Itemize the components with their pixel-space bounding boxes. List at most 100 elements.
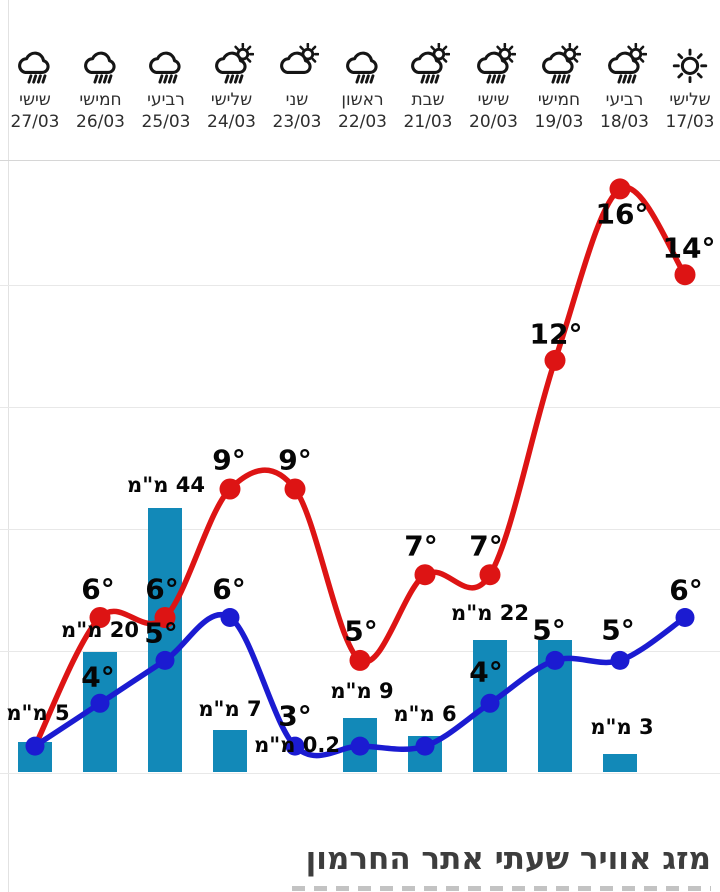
sun-cloud-rain-icon	[214, 43, 254, 84]
low-temp-point[interactable]	[675, 608, 695, 627]
day-column[interactable]: שישי 20/03	[458, 42, 530, 133]
day-column[interactable]: שלישי 17/03	[654, 42, 720, 133]
low-temp-label: 6°	[669, 573, 703, 607]
high-temp-point[interactable]	[674, 264, 696, 286]
weather-icon-holder	[196, 42, 268, 88]
day-column[interactable]: חמישי 26/03	[65, 42, 137, 133]
day-column[interactable]: חמישי 19/03	[523, 42, 595, 133]
high-temp-label: 16°	[595, 197, 649, 231]
weather-icon-holder	[261, 42, 333, 88]
high-temp-label: 6°	[145, 572, 179, 606]
high-temp-point[interactable]	[154, 607, 176, 628]
high-temp-point[interactable]	[284, 478, 306, 500]
cloud-rain-icon	[18, 51, 50, 84]
weekday-label: שישי	[477, 90, 510, 110]
date-label: 23/03	[272, 112, 322, 132]
high-temp-point[interactable]	[219, 478, 241, 500]
precip-label: 20 מ"מ	[61, 618, 139, 642]
low-temp-point[interactable]	[480, 693, 500, 713]
low-temp-label: 6°	[212, 572, 246, 606]
weekday-label: חמישי	[79, 90, 122, 110]
low-temp-label: 3°	[278, 699, 312, 733]
day-column[interactable]: שבת 21/03	[392, 42, 464, 133]
weekday-label: רביעי	[147, 90, 185, 110]
weather-icon-holder	[130, 42, 202, 88]
date-label: 27/03	[10, 112, 60, 132]
weekday-label: רביעי	[605, 90, 644, 110]
weather-icon-holder	[0, 42, 71, 88]
high-temp-label: 12°	[529, 317, 583, 351]
weather-icon-holder	[589, 42, 661, 88]
weekday-label: שישי	[19, 90, 51, 110]
day-column[interactable]: שלישי 24/03	[196, 42, 268, 133]
low-temp-point[interactable]	[220, 608, 240, 627]
sun-icon	[672, 48, 708, 84]
low-temp-line	[32, 612, 688, 759]
precip-bar[interactable]	[603, 754, 637, 772]
low-temp-point[interactable]	[610, 650, 630, 670]
cloud-rain-icon	[345, 51, 378, 84]
low-temp-point[interactable]	[350, 736, 370, 756]
precip-bar[interactable]	[148, 508, 182, 772]
weather-icon-holder	[654, 42, 720, 88]
high-temp-point[interactable]	[414, 564, 436, 586]
cloud-rain-icon	[83, 51, 116, 84]
high-temp-point[interactable]	[609, 178, 631, 200]
weather-icon-holder	[327, 42, 399, 88]
date-label: 26/03	[76, 112, 125, 132]
weekday-label: שלישי	[669, 90, 711, 110]
date-label: 19/03	[534, 112, 584, 132]
low-temp-point[interactable]	[545, 650, 565, 670]
weather-icon-holder	[523, 42, 595, 88]
high-temp-label: 9°	[212, 443, 246, 477]
high-temp-point[interactable]	[479, 564, 501, 586]
high-temp-point[interactable]	[349, 649, 371, 671]
weather-icon-holder	[392, 42, 464, 88]
weather-icon-holder	[65, 42, 137, 88]
low-temp-point[interactable]	[415, 736, 435, 756]
date-label: 20/03	[469, 112, 518, 132]
high-temp-label: 6°	[81, 572, 115, 606]
low-temp-point[interactable]	[155, 650, 175, 670]
sun-cloud-rain-icon	[542, 43, 581, 84]
clipped-next-row	[292, 886, 711, 891]
precip-label: 0.2 מ"מ	[254, 733, 340, 757]
high-temp-label: 7°	[469, 529, 503, 563]
low-temp-label: 4°	[81, 660, 115, 694]
low-temp-label: 5°	[601, 613, 635, 647]
day-column[interactable]: רביעי 18/03	[589, 42, 661, 133]
precip-label: 22 מ"מ	[451, 601, 529, 625]
high-temp-point[interactable]	[89, 607, 111, 628]
date-label: 24/03	[207, 112, 256, 132]
low-temp-label: 4°	[469, 655, 503, 689]
sun-cloud-rain-icon	[411, 43, 450, 84]
weekday-label: שלישי	[210, 90, 253, 110]
weekday-label: ראשון	[341, 90, 384, 110]
day-column[interactable]: שישי 27/03	[0, 42, 71, 133]
precip-bar[interactable]	[213, 730, 247, 772]
cloud-rain-icon	[149, 51, 181, 84]
weekday-label: שבת	[411, 90, 445, 110]
low-temp-point[interactable]	[90, 693, 110, 713]
high-temp-label: 14°	[662, 231, 716, 265]
day-column[interactable]: ראשון 22/03	[327, 42, 399, 133]
low-temp-point[interactable]	[25, 736, 45, 756]
date-label: 17/03	[665, 112, 715, 132]
low-temp-label: 5°	[144, 616, 178, 650]
panel-left-border	[8, 0, 9, 892]
sun-cloud-icon	[280, 43, 319, 74]
weather-icon-holder	[458, 42, 530, 88]
low-temp-point[interactable]	[285, 736, 305, 756]
day-column[interactable]: רביעי 25/03	[130, 42, 202, 133]
page-title: מזג אוויר שעתי אתר החרמון	[305, 841, 711, 877]
precip-label: 3 מ"מ	[590, 715, 654, 739]
day-column[interactable]: שני 23/03	[261, 42, 333, 133]
sun-cloud-rain-icon	[607, 43, 647, 84]
date-label: 21/03	[403, 112, 453, 132]
high-temp-point[interactable]	[544, 349, 566, 371]
precip-label: 5 מ"מ	[6, 701, 70, 725]
precip-label: 6 מ"מ	[393, 702, 457, 726]
precip-label: 9 מ"מ	[330, 679, 394, 703]
